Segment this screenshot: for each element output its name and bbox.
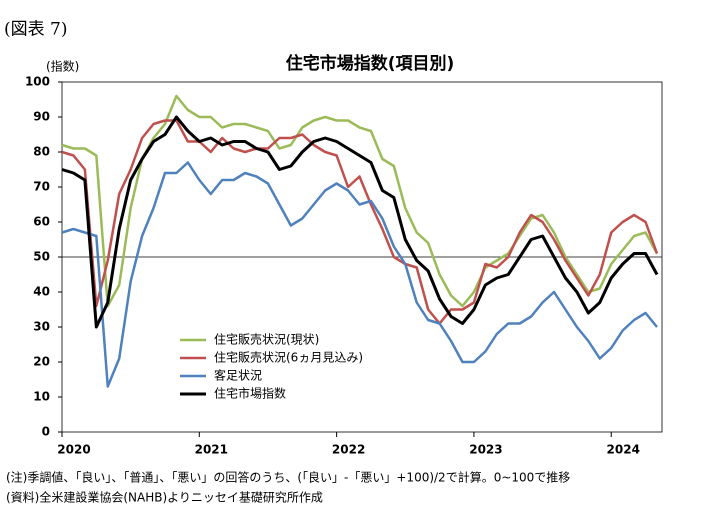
y-label: (指数) bbox=[46, 59, 79, 74]
series-line bbox=[61, 94, 659, 308]
x-tick-label: 2020 bbox=[57, 443, 90, 457]
note: (注)季調値、「良い」、「普通」、「悪い」の回答のうち、(「良い」-「悪い」+1… bbox=[6, 470, 570, 485]
chart-title: 住宅市場指数(項目別) bbox=[286, 53, 455, 74]
series-line bbox=[61, 119, 659, 325]
x-tick-label: 2023 bbox=[469, 443, 502, 457]
y-tick-label: 10 bbox=[33, 390, 50, 404]
x-tick-label: 2022 bbox=[332, 443, 365, 457]
y-tick-label: 80 bbox=[33, 145, 50, 159]
x-tick-label: 2021 bbox=[195, 443, 228, 457]
series-line bbox=[61, 161, 658, 388]
y-tick-label: 0 bbox=[42, 425, 50, 439]
header: (図表 7) bbox=[4, 20, 67, 40]
y-tick-label: 50 bbox=[33, 250, 50, 264]
y-tick-label: 30 bbox=[33, 320, 50, 334]
y-tick-label: 90 bbox=[33, 110, 50, 124]
y-tick-label: 20 bbox=[33, 355, 50, 369]
series-line bbox=[61, 115, 659, 329]
y-tick-label: 60 bbox=[33, 215, 50, 229]
note: (資料)全米建設業協会(NAHB)よりニッセイ基礎研究所作成 bbox=[6, 490, 323, 505]
x-tick-label: 2024 bbox=[607, 443, 640, 457]
legend-label: 客足状況 bbox=[214, 368, 262, 383]
legend-label: 住宅市場指数 bbox=[214, 386, 286, 401]
legend-label: 住宅販売状況(現状) bbox=[214, 332, 319, 347]
legend-label: 住宅販売状況(6ヵ月見込み) bbox=[214, 350, 363, 365]
y-tick-label: 70 bbox=[33, 180, 50, 194]
y-tick-label: 40 bbox=[33, 285, 50, 299]
y-tick-label: 100 bbox=[25, 75, 50, 89]
